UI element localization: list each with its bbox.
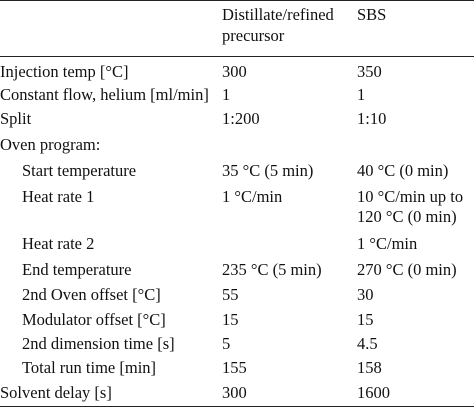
row-label-oven-program: Oven program: (0, 135, 101, 154)
row-label-solvent-delay: Solvent delay [s] (0, 383, 112, 402)
row-label-start-temperature: Start temperature (22, 161, 137, 180)
row-value-distillate: 300 (222, 383, 247, 402)
row-value-distillate: 1 (222, 85, 231, 104)
row-label-end-temperature: End temperature (22, 260, 132, 279)
row-value-sbs: 10 °C/min up to (357, 187, 464, 206)
row-value-distillate: 1:200 (222, 109, 260, 128)
row-value-sbs: 270 °C (0 min) (357, 260, 457, 279)
row-value-sbs: 158 (357, 358, 382, 377)
row-value-distillate: 300 (222, 62, 247, 81)
table-bottom-rule (0, 406, 474, 407)
row-value-distillate: 235 °C (5 min) (222, 260, 322, 279)
row-value-sbs: 40 °C (0 min) (357, 161, 449, 180)
row-label-modulator-offset: Modulator offset [°C] (22, 310, 166, 329)
row-value-sbs-continued: 120 °C (0 min) (357, 207, 457, 226)
row-value-distillate: 35 °C (5 min) (222, 161, 314, 180)
row-value-sbs: 4.5 (357, 334, 378, 353)
row-label-heat-rate-1: Heat rate 1 (22, 187, 95, 206)
row-value-distillate: 155 (222, 358, 247, 377)
row-value-sbs: 30 (357, 285, 374, 304)
header-distillate-line2: precursor (222, 26, 285, 45)
header-rule (0, 56, 474, 57)
row-label-split: Split (0, 109, 32, 128)
row-value-sbs: 15 (357, 310, 374, 329)
row-value-sbs: 1:10 (357, 109, 387, 128)
row-label-2nd-dimension-time: 2nd dimension time [s] (22, 334, 175, 353)
header-sbs: SBS (357, 5, 387, 24)
row-value-sbs: 1600 (357, 383, 390, 402)
row-label-constant-flow: Constant flow, helium [ml/min] (0, 85, 209, 104)
row-label-2nd-oven-offset: 2nd Oven offset [°C] (22, 285, 161, 304)
row-value-sbs: 1 °C/min (357, 234, 418, 253)
row-label-total-run-time: Total run time [min] (22, 358, 157, 377)
row-label-injection-temp: Injection temp [°C] (0, 62, 129, 81)
row-value-distillate: 55 (222, 285, 239, 304)
table-top-rule (0, 0, 474, 1)
row-value-distillate: 5 (222, 334, 231, 353)
row-value-distillate: 1 °C/min (222, 187, 283, 206)
row-label-heat-rate-2: Heat rate 2 (22, 234, 95, 253)
row-value-distillate: 15 (222, 310, 239, 329)
header-distillate-line1: Distillate/refined (222, 5, 334, 24)
row-value-sbs: 1 (357, 85, 366, 104)
row-value-sbs: 350 (357, 62, 382, 81)
